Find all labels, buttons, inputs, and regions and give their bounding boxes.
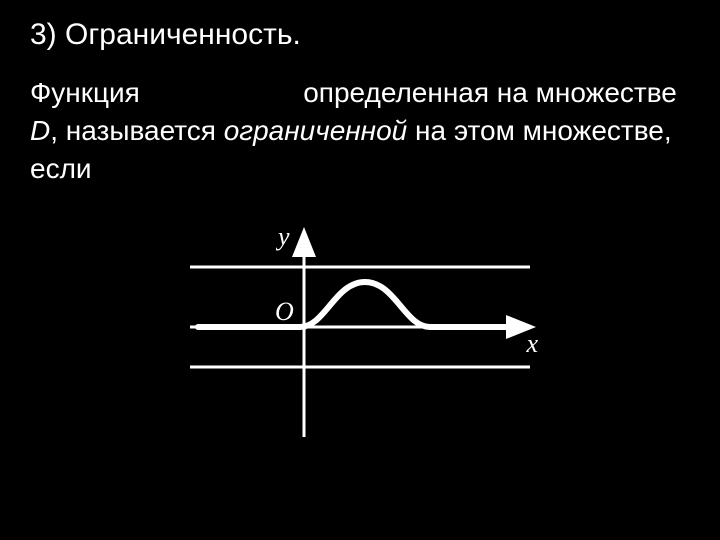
text-part2: определенная на множестве [295, 77, 676, 108]
section-title: 3) Ограниченность. [30, 18, 690, 52]
y-axis-label: y [278, 222, 290, 252]
function-curve [198, 282, 525, 327]
text-part1: Функция [30, 77, 148, 108]
text-d: D [30, 115, 50, 146]
text-part3: , называется [50, 115, 223, 146]
text-bounded: ограниченной [224, 115, 408, 146]
graph-container: y x O [180, 227, 540, 467]
graph-svg [180, 227, 540, 467]
x-axis-label: x [526, 329, 538, 359]
definition-text: Функция определенная на множестве D, наз… [30, 74, 690, 187]
origin-label: O [275, 297, 294, 327]
text-gap [148, 77, 296, 108]
